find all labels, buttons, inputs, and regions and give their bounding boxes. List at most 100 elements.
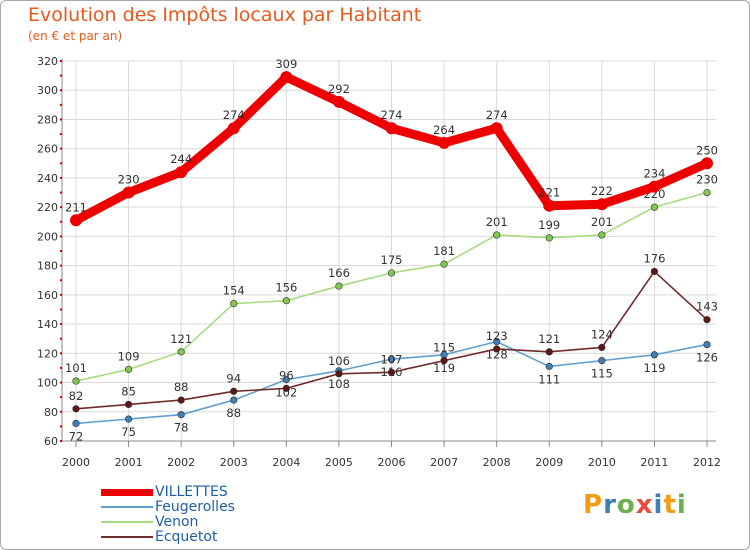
data-label-feugerolles: 75 bbox=[121, 425, 136, 439]
data-point-ecquetot bbox=[493, 345, 501, 353]
data-point-venon bbox=[440, 260, 448, 268]
data-point-villettes bbox=[648, 180, 661, 193]
y-tick-label: 320 bbox=[37, 55, 58, 68]
data-label-feugerolles: 128 bbox=[486, 348, 508, 362]
data-point-villettes bbox=[122, 186, 135, 199]
data-point-venon bbox=[177, 348, 185, 356]
y-minor-tick bbox=[60, 89, 62, 92]
legend-swatch-villettes bbox=[101, 489, 153, 496]
x-tick-label: 2008 bbox=[483, 456, 511, 469]
y-minor-tick bbox=[60, 308, 62, 311]
data-label-ecquetot: 115 bbox=[433, 341, 455, 355]
y-tick-label: 200 bbox=[37, 230, 58, 243]
data-label-venon: 154 bbox=[223, 284, 245, 298]
y-minor-tick bbox=[60, 250, 62, 252]
data-label-ecquetot: 121 bbox=[538, 332, 560, 346]
data-label-feugerolles: 119 bbox=[643, 361, 665, 375]
x-tick-label: 2007 bbox=[430, 456, 458, 469]
data-label-ecquetot: 123 bbox=[486, 329, 508, 343]
data-point-ecquetot bbox=[545, 348, 553, 356]
data-point-ecquetot bbox=[282, 384, 290, 392]
legend-label: Venon bbox=[155, 514, 199, 530]
data-point-villettes bbox=[332, 95, 345, 108]
y-minor-tick bbox=[60, 118, 62, 121]
data-point-villettes bbox=[490, 122, 503, 135]
y-minor-tick bbox=[60, 74, 62, 77]
data-point-venon bbox=[650, 203, 659, 211]
x-tick-label: 2000 bbox=[62, 456, 90, 469]
data-label-feugerolles: 119 bbox=[433, 361, 455, 375]
x-tick-label: 2011 bbox=[640, 456, 668, 469]
y-minor-tick bbox=[60, 352, 62, 355]
y-tick-label: 280 bbox=[37, 113, 58, 126]
series-villettes: 211 230 244 274 309 292 274 264 274 221 222 234 250 bbox=[65, 57, 718, 227]
data-point-venon bbox=[545, 234, 553, 242]
logo-letter: t bbox=[663, 490, 677, 520]
data-point-ecquetot bbox=[335, 370, 343, 378]
y-tick-label: 300 bbox=[37, 84, 58, 97]
data-point-ecquetot bbox=[703, 316, 711, 324]
legend-label: Feugerolles bbox=[155, 499, 235, 515]
chart-subtitle: (en € et par an) bbox=[28, 29, 123, 43]
data-point-feugerolles bbox=[493, 338, 501, 346]
data-point-feugerolles bbox=[72, 419, 80, 428]
y-minor-tick bbox=[60, 293, 62, 296]
data-label-feugerolles: 72 bbox=[69, 429, 84, 443]
logo-letter: r bbox=[603, 490, 617, 520]
data-point-villettes bbox=[595, 198, 608, 211]
data-point-venon bbox=[387, 269, 396, 277]
data-label-villettes: 274 bbox=[381, 108, 403, 122]
data-point-feugerolles bbox=[650, 351, 659, 359]
data-label-ecquetot: 96 bbox=[279, 368, 294, 382]
data-label-villettes: 234 bbox=[643, 167, 665, 181]
data-point-feugerolles bbox=[598, 357, 606, 365]
y-minor-tick bbox=[60, 162, 62, 165]
data-point-ecquetot bbox=[177, 396, 185, 404]
y-tick-label: 60 bbox=[44, 435, 58, 448]
y-minor-tick bbox=[60, 220, 62, 223]
logo-letter: o bbox=[616, 490, 636, 520]
y-minor-tick bbox=[60, 381, 62, 384]
data-label-venon: 181 bbox=[433, 244, 455, 258]
y-minor-tick bbox=[60, 191, 62, 194]
data-label-villettes: 292 bbox=[328, 82, 350, 96]
data-label-venon: 201 bbox=[486, 215, 508, 229]
data-point-ecquetot bbox=[650, 267, 659, 276]
data-label-feugerolles: 78 bbox=[174, 421, 189, 435]
y-minor-tick bbox=[60, 206, 62, 209]
data-point-villettes bbox=[701, 157, 713, 170]
data-label-venon: 175 bbox=[381, 253, 403, 267]
proxiti-logo: Proxiti bbox=[583, 490, 687, 520]
data-label-venon: 156 bbox=[275, 281, 297, 295]
y-minor-tick bbox=[60, 337, 62, 340]
y-minor-tick bbox=[60, 410, 62, 413]
data-label-ecquetot: 85 bbox=[121, 384, 136, 398]
y-tick-label: 260 bbox=[37, 143, 58, 156]
logo-letter: x bbox=[635, 490, 654, 520]
y-tick-label: 180 bbox=[37, 260, 58, 273]
data-point-villettes bbox=[438, 136, 451, 149]
data-point-feugerolles bbox=[177, 411, 185, 419]
legend-swatch-venon bbox=[101, 521, 153, 523]
y-tick-label: 80 bbox=[44, 406, 58, 419]
data-point-feugerolles bbox=[545, 362, 553, 371]
data-label-ecquetot: 94 bbox=[226, 371, 241, 385]
legend-label: VILLETTES bbox=[155, 484, 228, 500]
y-minor-tick bbox=[60, 133, 62, 136]
legend-label: Ecquetot bbox=[155, 529, 218, 545]
data-point-venon bbox=[124, 365, 133, 373]
x-tick-label: 2002 bbox=[167, 456, 195, 469]
data-point-villettes bbox=[175, 166, 188, 179]
data-label-venon: 199 bbox=[538, 218, 560, 232]
legend-swatch-feugerolles bbox=[101, 506, 153, 508]
logo-letter: i bbox=[653, 490, 664, 520]
x-tick-label: 2012 bbox=[693, 456, 721, 469]
data-point-ecquetot bbox=[598, 343, 606, 352]
data-label-feugerolles: 126 bbox=[696, 351, 718, 365]
x-tick-label: 2010 bbox=[588, 456, 616, 469]
data-point-ecquetot bbox=[124, 400, 133, 409]
data-point-villettes bbox=[227, 122, 240, 135]
data-label-venon: 166 bbox=[328, 266, 350, 280]
data-label-villettes: 264 bbox=[433, 123, 455, 137]
